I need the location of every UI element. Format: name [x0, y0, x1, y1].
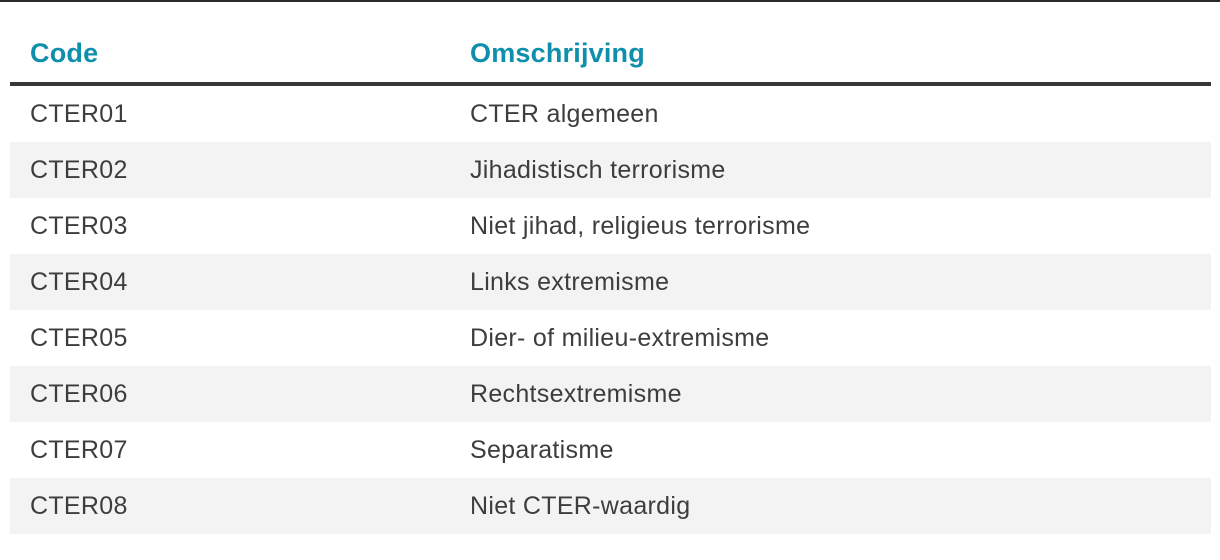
- cell-code: CTER07: [30, 435, 128, 464]
- column-header-code: Code: [30, 38, 99, 68]
- cell-omschrijving: Niet jihad, religieus terrorisme: [470, 211, 811, 240]
- cell-code: CTER02: [30, 155, 128, 184]
- table-row: CTER05 Dier- of milieu-extremisme: [10, 310, 1211, 366]
- cter-codes-table: Code Omschrijving CTER01 CTER algemeen CTE…: [0, 0, 1220, 534]
- column-header-omschrijving: Omschrijving: [470, 38, 645, 68]
- table-row: CTER06 Rechtsextremisme: [10, 366, 1211, 422]
- cell-code: CTER03: [30, 211, 128, 240]
- table-row: CTER08 Niet CTER-waardig: [10, 478, 1211, 534]
- table-row: CTER04 Links extremisme: [10, 254, 1211, 310]
- header-divider-rule: [10, 82, 1211, 86]
- table-header-row: Code Omschrijving: [0, 2, 1220, 82]
- cell-code: CTER01: [30, 99, 128, 128]
- cell-omschrijving: Jihadistisch terrorisme: [470, 155, 726, 184]
- table-row: CTER07 Separatisme: [10, 422, 1211, 478]
- table-row: CTER02 Jihadistisch terrorisme: [10, 142, 1211, 198]
- table-top-rule: [0, 0, 1220, 2]
- cell-code: CTER05: [30, 323, 128, 352]
- cell-omschrijving: Separatisme: [470, 435, 614, 464]
- table-row: CTER03 Niet jihad, religieus terrorisme: [10, 198, 1211, 254]
- cell-code: CTER04: [30, 267, 128, 296]
- cell-omschrijving: Dier- of milieu-extremisme: [470, 323, 770, 352]
- cell-omschrijving: CTER algemeen: [470, 99, 659, 128]
- table-row: CTER01 CTER algemeen: [10, 86, 1211, 142]
- cell-code: CTER06: [30, 379, 128, 408]
- cell-omschrijving: Links extremisme: [470, 267, 670, 296]
- cell-omschrijving: Rechtsextremisme: [470, 379, 682, 408]
- cell-omschrijving: Niet CTER-waardig: [470, 491, 691, 520]
- table-body: CTER01 CTER algemeen CTER02 Jihadistisch te…: [10, 86, 1211, 534]
- cell-code: CTER08: [30, 491, 128, 520]
